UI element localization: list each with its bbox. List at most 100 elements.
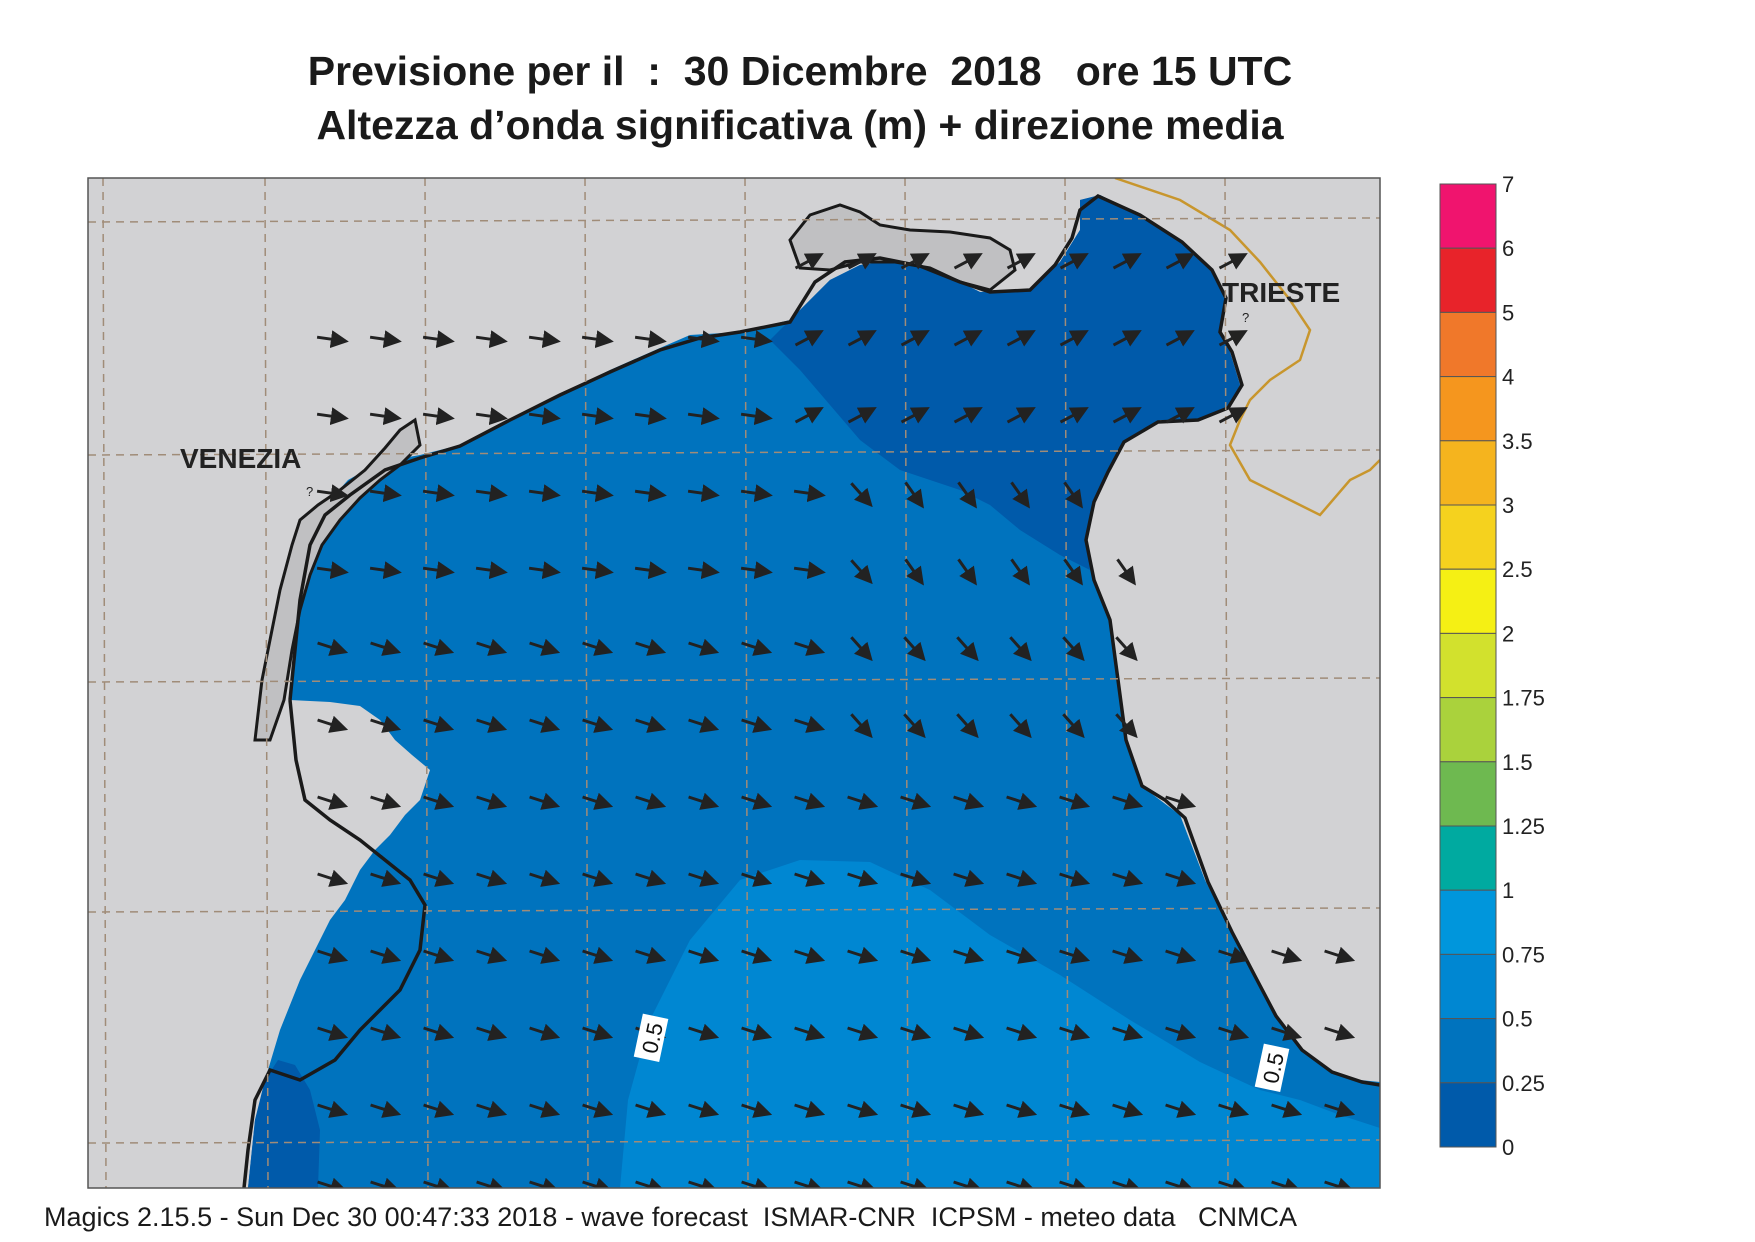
legend-tick-label: 2.5 <box>1502 557 1533 582</box>
wave-arrow <box>1063 481 1083 509</box>
legend-tick-label: 7 <box>1502 172 1514 197</box>
wave-arrow <box>740 484 773 503</box>
wave-arrow <box>1112 1177 1144 1188</box>
wave-arrow <box>1006 869 1038 887</box>
wave-arrow <box>635 1100 667 1118</box>
wave-arrow <box>1218 946 1250 964</box>
wave-arrow <box>529 792 561 810</box>
wave-arrow <box>316 407 349 426</box>
wave-arrow <box>900 869 932 887</box>
wave-arrow <box>900 1177 932 1188</box>
wave-arrow <box>475 407 508 426</box>
wave-arrow <box>370 792 402 810</box>
legend-tick-label: 1.5 <box>1502 750 1533 775</box>
wave-arrow <box>423 792 455 810</box>
place-marker-trieste: ? <box>1242 310 1249 325</box>
wave-arrow <box>1218 1023 1250 1041</box>
legend-swatch <box>1439 761 1497 827</box>
wave-arrow <box>1165 792 1197 810</box>
wave-arrow <box>317 1100 349 1118</box>
svg-text:0.5: 0.5 <box>1258 1051 1289 1086</box>
wave-arrow <box>1218 407 1248 424</box>
wave-arrow <box>953 792 985 810</box>
wave-arrow <box>850 482 873 508</box>
wave-arrow <box>1165 330 1195 347</box>
wave-arrow <box>529 638 561 656</box>
wave-arrow <box>688 792 720 810</box>
legend-swatch <box>1439 183 1497 249</box>
wave-arrow <box>582 1023 614 1041</box>
wave-arrow <box>317 792 349 810</box>
wave-arrow <box>1165 1177 1197 1188</box>
wave-arrow <box>1062 713 1085 739</box>
forecast-title: Previsione per il : 30 Dicembre 2018 ore… <box>307 48 1293 94</box>
wave-arrow <box>423 1023 455 1041</box>
wave-arrow <box>1009 713 1032 739</box>
wave-arrow <box>475 484 508 503</box>
wave-arrow <box>953 1100 985 1118</box>
wave-arrow <box>476 1023 508 1041</box>
wave-arrow <box>1271 1100 1303 1118</box>
wave-arrow <box>957 481 977 509</box>
wave-arrow <box>1218 1100 1250 1118</box>
wave-arrow <box>529 1177 561 1188</box>
wave-arrow <box>370 715 402 733</box>
wave-arrow <box>1115 713 1138 739</box>
wave-arrow <box>581 561 614 580</box>
wave-arrow <box>476 1177 508 1188</box>
wave-arrow <box>1006 407 1036 424</box>
wave-arrow <box>740 561 773 580</box>
legend-swatch <box>1439 697 1497 763</box>
legend-tick-label: 1 <box>1502 878 1514 903</box>
place-marker-venezia: ? <box>306 484 313 499</box>
wave-arrow <box>370 1100 402 1118</box>
wave-arrow <box>900 1100 932 1118</box>
wave-arrow <box>528 330 561 349</box>
wave-arrow <box>1165 869 1197 887</box>
wave-arrow <box>953 869 985 887</box>
wave-arrow <box>582 1100 614 1118</box>
wave-arrow <box>953 946 985 964</box>
wave-arrow <box>903 713 926 739</box>
wave-arrow <box>794 869 826 887</box>
contour-label-1: 0.5 <box>633 1013 669 1063</box>
map-frame <box>87 177 1381 1189</box>
wave-arrow <box>476 946 508 964</box>
wave-arrow <box>847 1100 879 1118</box>
wave-arrow <box>1006 946 1038 964</box>
wave-arrow <box>1059 869 1091 887</box>
wave-arrow <box>634 407 667 426</box>
wave-arrow <box>370 869 402 887</box>
wave-arrow <box>317 869 349 887</box>
wave-arrow <box>528 561 561 580</box>
wave-arrow <box>1115 636 1138 662</box>
wave-arrow <box>847 869 879 887</box>
wave-arrow <box>528 484 561 503</box>
wave-arrow <box>317 1023 349 1041</box>
wave-arrow <box>369 330 402 349</box>
wave-arrow <box>900 1023 932 1041</box>
wave-arrow <box>900 330 930 347</box>
svg-text:0.5: 0.5 <box>637 1021 668 1056</box>
wave-arrow <box>369 484 402 503</box>
wave-arrow <box>582 715 614 733</box>
legend-swatch <box>1439 440 1497 506</box>
wave-arrow <box>1059 330 1089 347</box>
wave-arrow <box>581 330 614 349</box>
sea-band-0-025-sw <box>248 1060 320 1188</box>
wave-arrow <box>741 1100 773 1118</box>
wave-arrow <box>740 407 773 426</box>
wave-arrow <box>956 713 979 739</box>
wave-arrow <box>904 558 924 586</box>
wave-arrow <box>1165 1023 1197 1041</box>
legend-tick-label: 6 <box>1502 236 1514 261</box>
wave-arrow <box>794 330 824 347</box>
wave-arrow <box>957 558 977 586</box>
wave-arrow <box>475 561 508 580</box>
wave-arrow <box>369 407 402 426</box>
legend-tick-label: 0.25 <box>1502 1071 1545 1096</box>
wave-arrow <box>741 715 773 733</box>
wave-arrow <box>476 792 508 810</box>
wave-direction-arrows <box>316 253 1356 1188</box>
wave-arrow <box>317 1177 349 1188</box>
